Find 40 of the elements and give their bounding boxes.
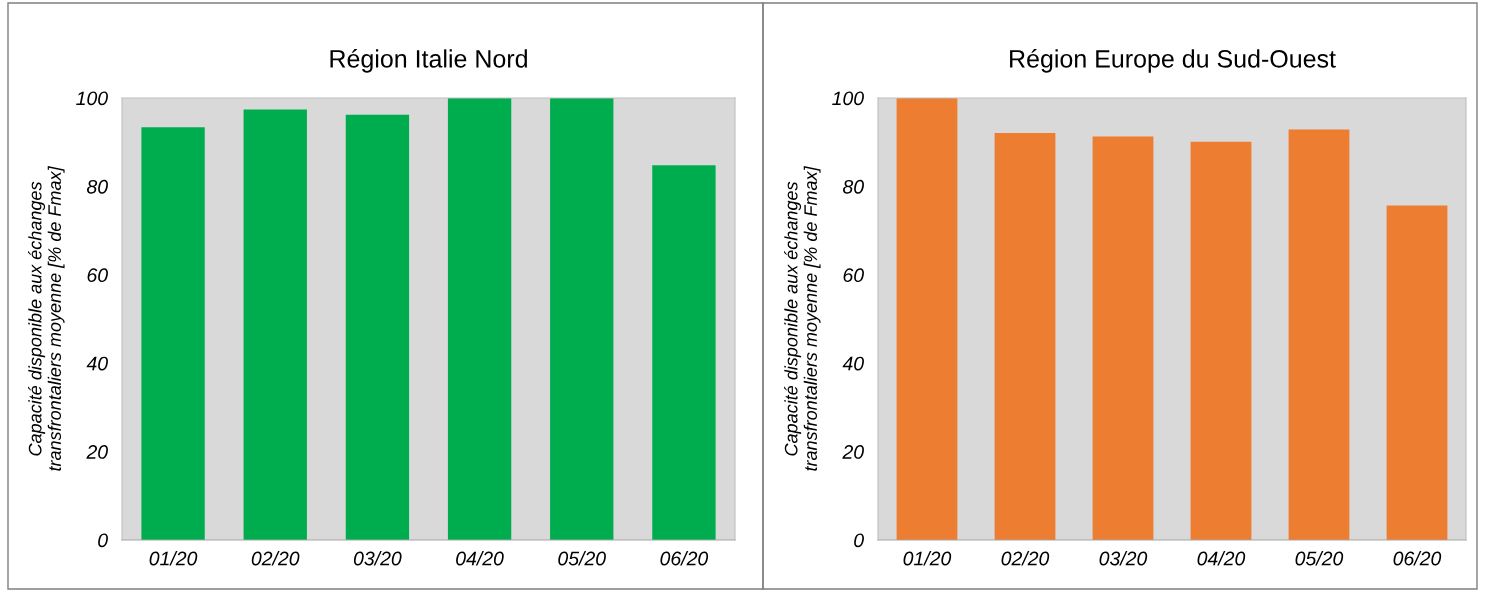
x-tick-label: 01/20 <box>149 551 198 566</box>
x-tick-label: 01/20 <box>903 551 952 566</box>
bar <box>1092 136 1154 540</box>
y-tick-label: 0 <box>98 533 108 548</box>
y-tick-label: 20 <box>86 445 108 459</box>
bar <box>652 165 716 540</box>
bar <box>141 127 205 540</box>
y-tick-label: 20 <box>842 445 864 459</box>
bar <box>550 98 614 540</box>
y-tick-label: 100 <box>832 91 864 106</box>
chart-title: Région Europe du Sud-Ouest <box>1010 49 1336 73</box>
x-tick-label: 03/20 <box>1099 551 1148 566</box>
y-tick-label: 60 <box>843 268 864 283</box>
y-tick-label: 40 <box>842 356 864 371</box>
bar <box>1288 129 1350 540</box>
y-axis-title: Capacité disponible aux échanges transfrontaliers moyenne [% de Fmax] <box>784 166 821 471</box>
bar <box>345 114 410 540</box>
bar <box>994 132 1056 540</box>
y-axis-title: Capacité disponible aux échanges transfrontaliers moyenne [% de Fmax] <box>28 166 65 471</box>
x-tick-label: 04/20 <box>1197 551 1246 566</box>
bar <box>1190 141 1252 540</box>
x-tick-label: 05/20 <box>558 551 606 566</box>
x-tick-label: 03/20 <box>353 551 402 566</box>
x-tick-label: 06/20 <box>1393 551 1442 566</box>
y-tick-label: 80 <box>843 179 864 194</box>
x-tick-label: 05/20 <box>1295 551 1344 566</box>
bar <box>896 98 958 540</box>
y-tick-label: 0 <box>854 533 864 548</box>
x-tick-label: 06/20 <box>660 551 709 566</box>
x-tick-label: 02/20 <box>251 551 300 566</box>
x-tick-label: 02/20 <box>1001 551 1050 566</box>
y-tick-label: 100 <box>76 91 108 106</box>
chart-title: Région Italie Nord <box>330 49 527 73</box>
bar <box>447 98 512 540</box>
x-tick-label: 04/20 <box>456 551 504 566</box>
y-tick-label: 40 <box>86 356 108 371</box>
bar <box>1386 205 1448 540</box>
bar <box>243 109 307 540</box>
y-tick-label: 60 <box>87 268 108 283</box>
y-tick-label: 80 <box>87 179 108 194</box>
